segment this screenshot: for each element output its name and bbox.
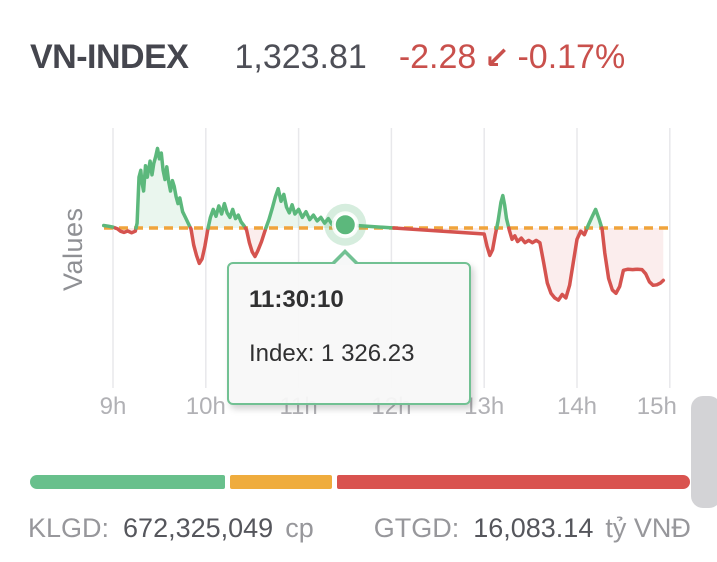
down-left-arrow-icon: ↙ [484,41,510,76]
gridlines: 9h 10h 11h 12h 13h 14h 15h [100,128,677,420]
index-symbol: VN-INDEX [30,38,189,76]
chart-tooltip: 11:30:10 Index: 1 326.23 [227,249,471,405]
vertical-scrollbar-thumb[interactable] [691,396,717,508]
x-axis-label: 14h [557,393,597,420]
market-breadth-bar [30,475,700,489]
change-absolute: -2.28 [398,38,477,76]
y-axis-label: Values [58,207,88,291]
breadth-segment-decliners [337,475,691,489]
tooltip-arrow-fill [334,254,356,265]
change-percent: -0.17% [517,38,626,76]
breadth-segment-unchanged [229,475,332,489]
price-line [101,146,666,302]
x-axis-label: 15h [637,393,677,420]
x-axis-label: 10h [186,393,226,420]
index-header: VN-INDEX 1,323.81 -2.28 ↙ -0.17% [30,38,625,77]
volume-unit: cp [285,513,314,543]
value-label: GTGD: [373,513,460,543]
area-fills [103,148,664,301]
index-value: 1,323.81 [234,38,367,76]
hover-marker[interactable] [324,203,367,246]
volume-value: 672,325,049 [123,513,274,543]
x-axis-label: 9h [100,393,127,420]
breadth-segment-advancers [30,475,225,489]
index-change: -2.28 ↙ -0.17% [399,38,625,77]
value-value: 16,083.14 [473,513,594,543]
value-unit: tỷ VNĐ [605,513,691,543]
volume-label: KLGD: [28,513,110,543]
tooltip-index-value: Index: 1 326.23 [249,340,415,367]
tooltip-time: 11:30:10 [249,286,344,313]
session-stats: KLGD: 672,325,049 cp GTGD: 16,083.14 tỷ … [28,513,691,544]
